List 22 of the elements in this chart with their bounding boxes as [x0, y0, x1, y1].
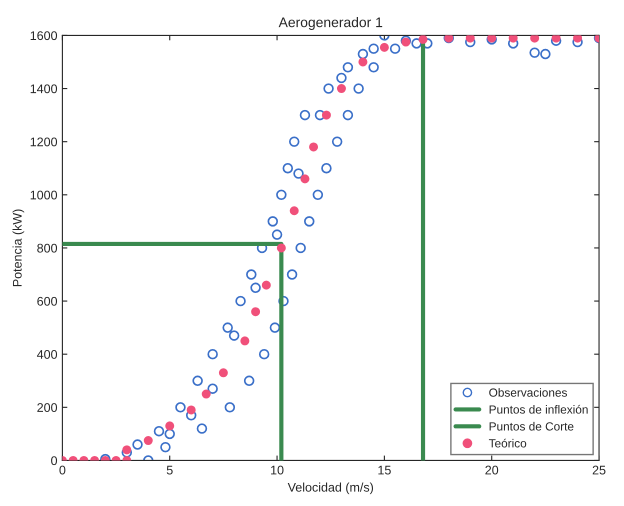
chart-title: Aerogenerador 1 [278, 17, 382, 30]
y-tick-label: 1600 [30, 31, 58, 40]
y-tick-label: 1400 [30, 84, 58, 94]
legend-label: Puntos de inflexión [490, 404, 588, 414]
x-tick-label: 0 [59, 466, 66, 475]
y-tick-label: 800 [37, 244, 58, 253]
y-tick-label: 200 [37, 403, 58, 412]
legend-label: Observaciones [489, 388, 567, 397]
legend-label: Teórico [488, 438, 526, 448]
legend-label: Puntos de Corte [490, 422, 574, 431]
y-tick-label: 600 [37, 296, 58, 306]
y-tick-label: 1000 [30, 190, 58, 200]
x-tick-label: 25 [592, 466, 606, 475]
y-axis-title: Potencia (kW) [12, 209, 24, 286]
x-tick-label: 5 [166, 466, 173, 475]
x-tick-label: 20 [485, 466, 498, 475]
y-tick-label: 0 [51, 456, 58, 466]
y-tick-label: 400 [36, 350, 58, 359]
x-tick-label: 15 [378, 466, 391, 475]
x-tick-label: 10 [271, 466, 284, 475]
x-axis-title: Velocidad (m/s) [288, 482, 374, 494]
y-tick-label: 1200 [30, 137, 58, 146]
